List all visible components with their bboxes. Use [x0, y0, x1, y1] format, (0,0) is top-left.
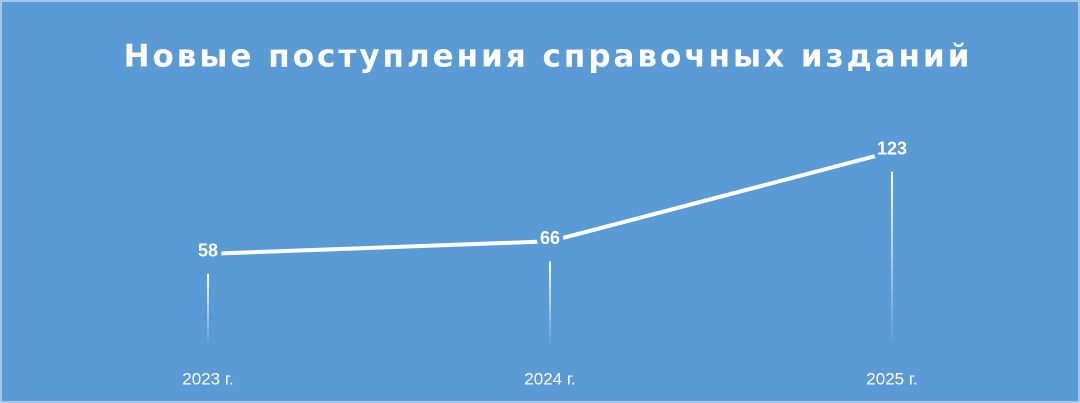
chart-title: Новые поступления справочных изданий	[124, 39, 973, 75]
data-label: 66	[540, 228, 560, 248]
x-tick-label: 2024 г.	[524, 369, 575, 388]
data-label: 123	[877, 138, 907, 158]
line	[206, 149, 894, 256]
data-label: 58	[198, 241, 218, 261]
x-tick-label: 2025 г.	[866, 369, 917, 388]
drop-line	[207, 273, 209, 345]
drop-line	[549, 261, 551, 345]
x-tick-label: 2023 г.	[182, 369, 233, 388]
drop-line	[891, 171, 893, 345]
